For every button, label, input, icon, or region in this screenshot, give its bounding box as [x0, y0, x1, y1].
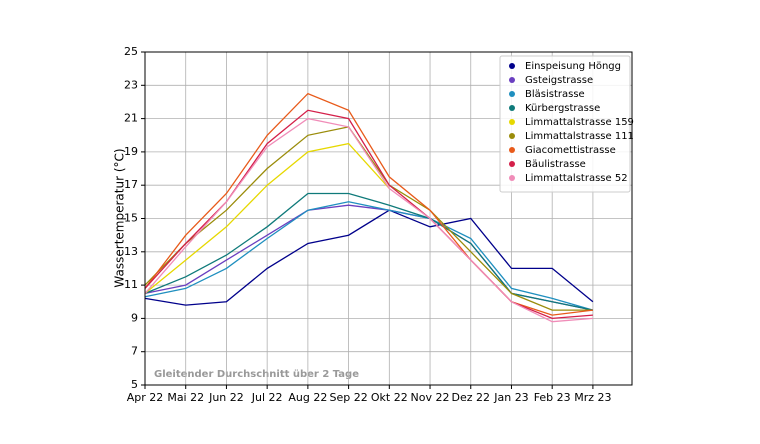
x-tick-label: Sep 22 [329, 391, 367, 404]
legend-marker [509, 133, 515, 139]
y-tick-label: 11 [124, 278, 138, 291]
legend-label: Bäulistrasse [525, 159, 586, 170]
legend-marker [509, 161, 515, 167]
legend-label: Gsteigstrasse [525, 75, 593, 86]
x-tick-label: Nov 22 [411, 391, 450, 404]
series-line [144, 117, 593, 323]
legend-marker [509, 119, 515, 125]
legend-label: Limmattalstrasse 159 [525, 117, 634, 128]
series-line [144, 192, 594, 311]
legend-label: Kürbergstrasse [525, 103, 600, 114]
y-tick-label: 23 [124, 78, 138, 91]
legend: Einspeisung Höngg Gsteigstrasse Bläsistras… [499, 55, 634, 193]
plot-frame [144, 51, 633, 386]
x-tick-label: Feb 23 [534, 391, 571, 404]
x-tick-label: Jun 22 [208, 391, 244, 404]
x-tick-label: Mai 22 [167, 391, 204, 404]
series-line [144, 209, 594, 306]
legend-label: Einspeisung Höngg [525, 61, 621, 72]
legend-label: Bläsistrasse [525, 89, 585, 100]
legend-marker [509, 105, 515, 111]
x-tick-label: Apr 22 [127, 391, 164, 404]
legend-box [499, 55, 631, 193]
y-tick-label: 19 [124, 145, 138, 158]
x-tick-label: Jan 23 [493, 391, 528, 404]
y-tick-label: 15 [124, 212, 138, 225]
x-tick-label: Aug 22 [288, 391, 327, 404]
y-tick-label: 7 [131, 345, 138, 358]
legend-marker [509, 63, 515, 69]
legend-label: Giacomettistrasse [525, 145, 616, 156]
x-tick-label: Jul 22 [251, 391, 283, 404]
y-tick-label: 21 [124, 112, 138, 125]
y-tick-label: 5 [131, 378, 138, 391]
legend-marker [509, 91, 515, 97]
legend-marker [509, 147, 515, 153]
series-line [144, 201, 594, 311]
legend-label: Limmattalstrasse 111 [525, 131, 634, 142]
y-tick-label: 17 [124, 178, 138, 191]
y-tick-label: 13 [124, 245, 138, 258]
legend-marker [509, 77, 515, 83]
y-tick-label: 25 [124, 45, 138, 58]
annotation: Gleitender Durchschnitt über 2 Tage [154, 369, 359, 380]
y-tick-label: 9 [131, 311, 138, 324]
legend-label: Limmattalstrasse 52 [525, 173, 628, 184]
series-line [144, 126, 593, 311]
x-tick-label: Okt 22 [371, 391, 408, 404]
series-line [144, 204, 594, 311]
y-axis-label: Wassertemperatur (°C) [113, 148, 127, 287]
legend-marker [509, 175, 515, 181]
series-line [144, 142, 390, 294]
x-tick-label: Mrz 23 [574, 391, 611, 404]
x-tick-label: Dez 22 [451, 391, 490, 404]
